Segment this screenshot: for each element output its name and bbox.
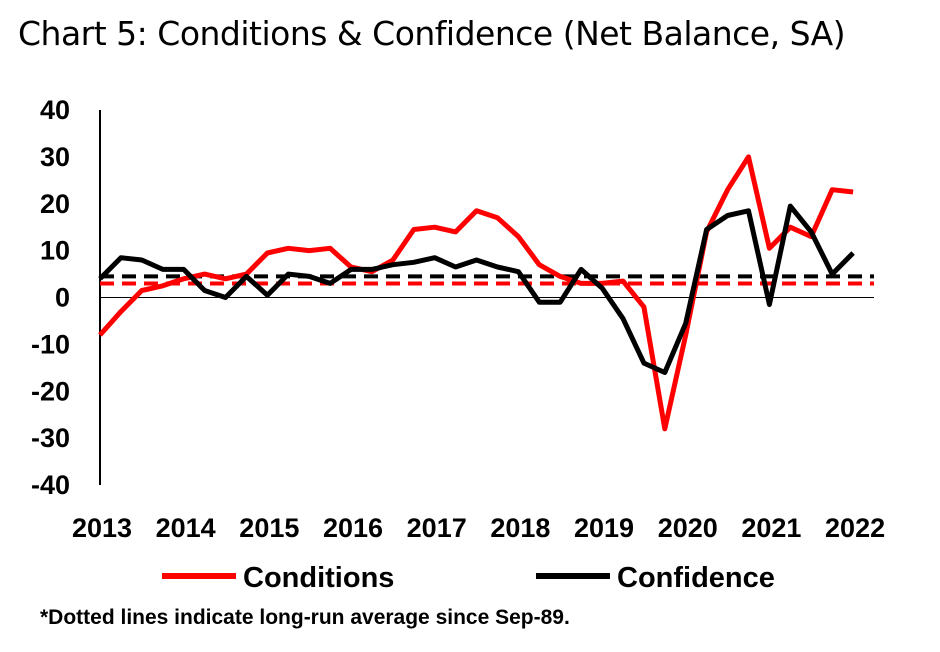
series-line-confidence <box>98 203 855 375</box>
chart-axes: -40 -30 -20 -10 0 10 20 30 40 2013 2014 2015 2016 201… <box>31 95 885 543</box>
footnote: *Dotted lines indicate long-run average … <box>40 606 570 629</box>
y-tick-label: 40 <box>40 95 70 125</box>
series-line-conditions <box>98 154 854 432</box>
y-tick-label: -10 <box>31 329 70 359</box>
x-tick-label: 2016 <box>323 513 383 543</box>
x-tick-label: 2018 <box>490 513 550 543</box>
x-tick-label: 2017 <box>407 513 467 543</box>
y-tick-label: -20 <box>31 376 70 406</box>
legend-label-confidence: Confidence <box>617 562 775 594</box>
y-tick-label: 20 <box>40 189 70 219</box>
x-tick-label: 2020 <box>658 513 718 543</box>
series-lines <box>98 154 855 432</box>
x-tick-label: 2014 <box>156 513 216 543</box>
legend: Conditions Confidence <box>162 562 775 594</box>
legend-label-conditions: Conditions <box>243 562 394 594</box>
y-tick-label: -30 <box>31 423 70 453</box>
y-tick-label: 0 <box>55 283 70 313</box>
x-tick-label: 2013 <box>72 513 132 543</box>
x-tick-label: 2015 <box>239 513 299 543</box>
y-tick-label: 30 <box>40 142 70 172</box>
average-lines <box>100 274 874 286</box>
x-tick-label: 2022 <box>825 513 885 543</box>
x-tick-label: 2021 <box>741 513 801 543</box>
chart-title: Chart 5: Conditions & Confidence (Net Ba… <box>18 14 846 53</box>
y-tick-label: -40 <box>31 470 70 500</box>
x-tick-label: 2019 <box>574 513 634 543</box>
y-tick-label: 10 <box>40 236 70 266</box>
